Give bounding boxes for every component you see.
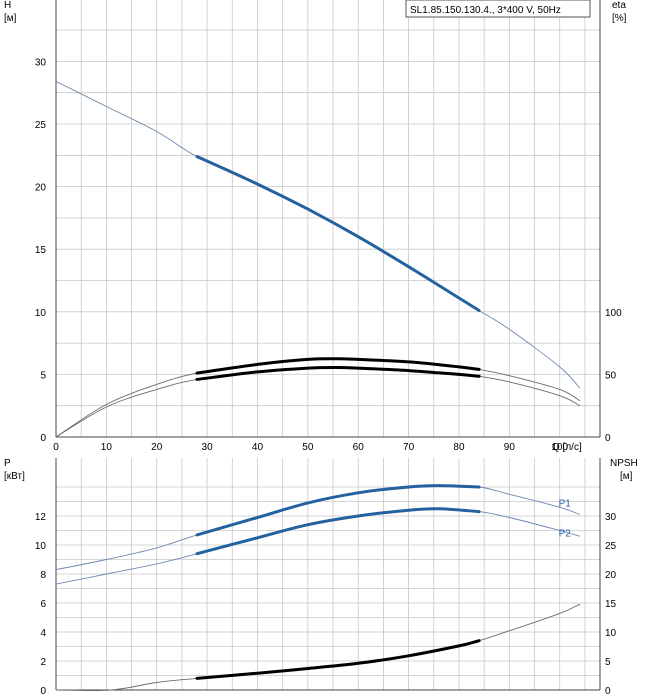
eta-tick-0: 0 xyxy=(605,433,611,444)
h-tick-30: 30 xyxy=(35,57,47,68)
top-series-1-duty xyxy=(195,357,481,375)
top-series-1-thin xyxy=(55,358,581,438)
x-tick-40: 40 xyxy=(252,442,264,453)
series-label-p2: P2 xyxy=(559,528,572,539)
npsh-tick-5: 5 xyxy=(605,657,611,668)
p-tick-8: 8 xyxy=(40,570,46,581)
bottom-series-1-thin xyxy=(55,508,581,585)
npsh-axis-name: NPSH xyxy=(610,458,638,469)
x-tick-10: 10 xyxy=(101,442,113,453)
x-tick-30: 30 xyxy=(202,442,214,453)
p-tick-6: 6 xyxy=(40,599,46,610)
eta-tick-100: 100 xyxy=(605,308,622,319)
axis-labels: H [м] eta [%] Q [л/с] P [кВт] NPSH [м] xyxy=(4,0,638,482)
eta-axis-name: eta xyxy=(612,0,626,11)
bottom-series-2-duty xyxy=(195,639,481,680)
x-tick-80: 80 xyxy=(453,442,465,453)
top-series-0-thin xyxy=(55,80,581,389)
bottom-chart-grid xyxy=(55,458,601,691)
npsh-axis-unit: [м] xyxy=(620,471,633,482)
top-chart-grid xyxy=(55,0,601,438)
p-axis-unit: [кВт] xyxy=(4,471,25,482)
p-tick-2: 2 xyxy=(40,657,46,668)
npsh-tick-20: 20 xyxy=(605,570,617,581)
h-axis-unit: [м] xyxy=(4,13,17,24)
x-tick-100: 100 xyxy=(551,442,568,453)
x-tick-20: 20 xyxy=(151,442,163,453)
x-tick-60: 60 xyxy=(353,442,365,453)
bottom-chart-curves: P1 P2 xyxy=(55,484,581,692)
x-tick-70: 70 xyxy=(403,442,415,453)
npsh-tick-30: 30 xyxy=(605,512,617,523)
x-tick-50: 50 xyxy=(302,442,314,453)
bottom-series-1-duty xyxy=(195,507,481,556)
eta-axis-unit: [%] xyxy=(612,13,627,24)
top-series-0-duty xyxy=(195,155,481,312)
top-series-2-thin xyxy=(55,367,581,438)
x-axis-label: Q [л/с] xyxy=(552,442,582,453)
top-chart-ticks: 0 10 20 30 40 50 60 70 80 90 100 0 5 10 15 20 25 30 0 50 100 xyxy=(35,57,622,453)
bottom-series-0-duty xyxy=(195,484,481,537)
legend-box: SL1.85.150.130.4., 3*400 V, 50Hz xyxy=(405,0,591,18)
npsh-tick-15: 15 xyxy=(605,599,617,610)
x-tick-90: 90 xyxy=(504,442,516,453)
h-tick-15: 15 xyxy=(35,245,47,256)
npsh-tick-0: 0 xyxy=(605,686,611,697)
legend-box-text: SL1.85.150.130.4., 3*400 V, 50Hz xyxy=(410,5,561,16)
series-label-p1: P1 xyxy=(559,499,572,510)
x-tick-0: 0 xyxy=(53,442,59,453)
h-tick-20: 20 xyxy=(35,183,47,194)
top-series-2-duty xyxy=(195,365,481,381)
h-tick-25: 25 xyxy=(35,120,47,131)
bottom-series-0-thin xyxy=(55,485,581,571)
eta-tick-50: 50 xyxy=(605,370,617,381)
h-tick-10: 10 xyxy=(35,308,47,319)
h-tick-0: 0 xyxy=(40,433,46,444)
npsh-tick-10: 10 xyxy=(605,628,617,639)
p-tick-10: 10 xyxy=(35,541,47,552)
top-chart-curves xyxy=(55,80,581,438)
h-tick-5: 5 xyxy=(40,370,46,381)
npsh-tick-25: 25 xyxy=(605,541,617,552)
p-axis-name: P xyxy=(4,458,11,469)
h-axis-name: H xyxy=(4,0,11,11)
p-tick-4: 4 xyxy=(40,628,46,639)
bottom-chart-ticks: 0 2 4 6 8 10 12 0 5 10 15 20 25 30 xyxy=(35,512,617,697)
p-tick-12: 12 xyxy=(35,512,47,523)
p-tick-0: 0 xyxy=(40,686,46,697)
